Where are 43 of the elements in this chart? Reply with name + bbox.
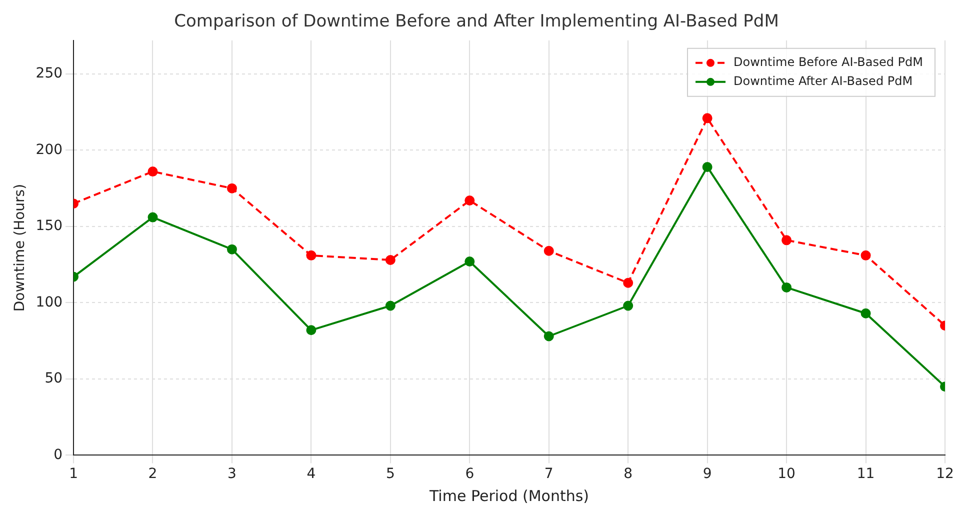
x-tick-label: 6: [465, 466, 474, 482]
legend-label: Downtime After AI-Based PdM: [734, 74, 913, 88]
point: [782, 282, 792, 292]
point: [860, 308, 871, 318]
y-tick-label: 250: [36, 66, 63, 82]
point: [702, 162, 712, 172]
y-axis-title: Downtime (Hours): [12, 184, 28, 312]
legend-label: Downtime Before AI-Based PdM: [734, 55, 924, 70]
point: [385, 300, 396, 311]
point: [226, 244, 237, 254]
x-tick-label: 10: [778, 466, 796, 482]
y-tick-label: 200: [36, 142, 63, 158]
x-tick-label: 12: [936, 466, 954, 482]
point: [544, 331, 554, 342]
point: [306, 325, 316, 336]
point: [860, 250, 871, 260]
point: [306, 250, 316, 260]
y-tick-label: 100: [36, 294, 63, 310]
point: [544, 246, 554, 256]
x-tick-label: 3: [228, 466, 236, 482]
point: [623, 278, 634, 288]
point: [148, 212, 158, 222]
x-tick-label: 2: [148, 466, 158, 482]
point: [623, 300, 634, 311]
point: [226, 183, 237, 194]
x-tick-label: 1: [69, 466, 78, 482]
point: [148, 166, 158, 177]
point: [385, 255, 396, 265]
y-tick-label: 50: [44, 370, 63, 387]
point: [464, 256, 475, 267]
point: [702, 113, 712, 124]
point: [782, 235, 792, 246]
x-tick-label: 4: [306, 466, 316, 482]
x-axis-title: Time Period (Months): [428, 486, 590, 505]
x-tick-label: 5: [386, 466, 395, 482]
x-tick-label: 9: [702, 466, 712, 482]
point: [464, 196, 475, 206]
x-tick-label: 7: [544, 466, 554, 482]
y-tick-label: 0: [54, 446, 63, 463]
y-tick-label: 150: [36, 218, 63, 234]
x-tick-label: 11: [856, 466, 875, 482]
chart-title: Comparison of Downtime Before and After Implementing AI-Based PdM: [174, 12, 779, 32]
x-tick-label: 8: [624, 466, 633, 482]
